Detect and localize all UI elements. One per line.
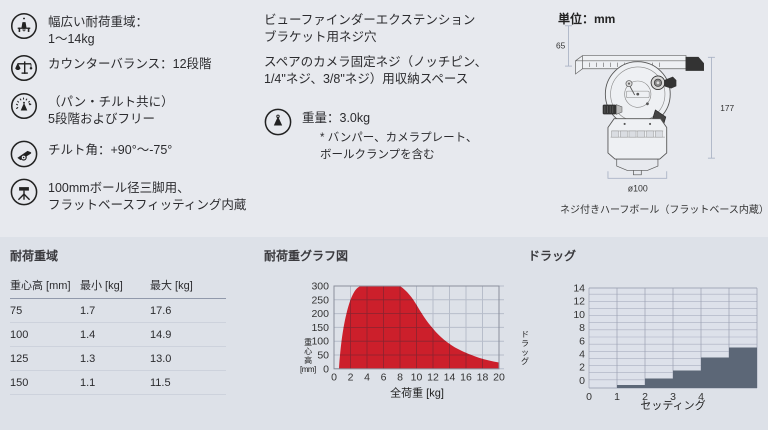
svg-text:14: 14 bbox=[444, 372, 456, 384]
svg-text:0: 0 bbox=[586, 391, 592, 403]
svg-text:65: 65 bbox=[556, 41, 566, 51]
svg-text:14: 14 bbox=[573, 283, 585, 295]
svg-text:177: 177 bbox=[720, 103, 734, 113]
svg-text:12: 12 bbox=[573, 296, 585, 308]
svg-text:6: 6 bbox=[381, 372, 387, 384]
svg-text:1: 1 bbox=[614, 391, 620, 403]
svg-text:10: 10 bbox=[411, 372, 423, 384]
svg-text:2: 2 bbox=[348, 372, 354, 384]
svg-text:4: 4 bbox=[364, 372, 370, 384]
svg-text:セッティング: セッティング bbox=[640, 398, 705, 410]
svg-text:10: 10 bbox=[573, 309, 585, 321]
svg-text:2: 2 bbox=[579, 362, 585, 374]
svg-text:50: 50 bbox=[317, 350, 329, 362]
svg-text:20: 20 bbox=[493, 372, 505, 384]
svg-text:12: 12 bbox=[427, 372, 439, 384]
svg-text:18: 18 bbox=[477, 372, 489, 384]
svg-text:4: 4 bbox=[579, 349, 585, 361]
svg-text:0: 0 bbox=[323, 363, 329, 375]
svg-text:0: 0 bbox=[579, 375, 585, 387]
svg-text:ø100: ø100 bbox=[628, 183, 648, 193]
svg-text:8: 8 bbox=[579, 322, 585, 334]
svg-text:250: 250 bbox=[311, 294, 329, 306]
svg-text:150: 150 bbox=[311, 322, 329, 334]
svg-text:0: 0 bbox=[331, 372, 337, 384]
svg-text:全荷重 [kg]: 全荷重 [kg] bbox=[390, 386, 444, 400]
svg-text:6: 6 bbox=[579, 335, 585, 347]
svg-text:16: 16 bbox=[460, 372, 472, 384]
svg-text:200: 200 bbox=[311, 308, 329, 320]
svg-text:300: 300 bbox=[311, 281, 329, 293]
svg-text:8: 8 bbox=[397, 372, 403, 384]
